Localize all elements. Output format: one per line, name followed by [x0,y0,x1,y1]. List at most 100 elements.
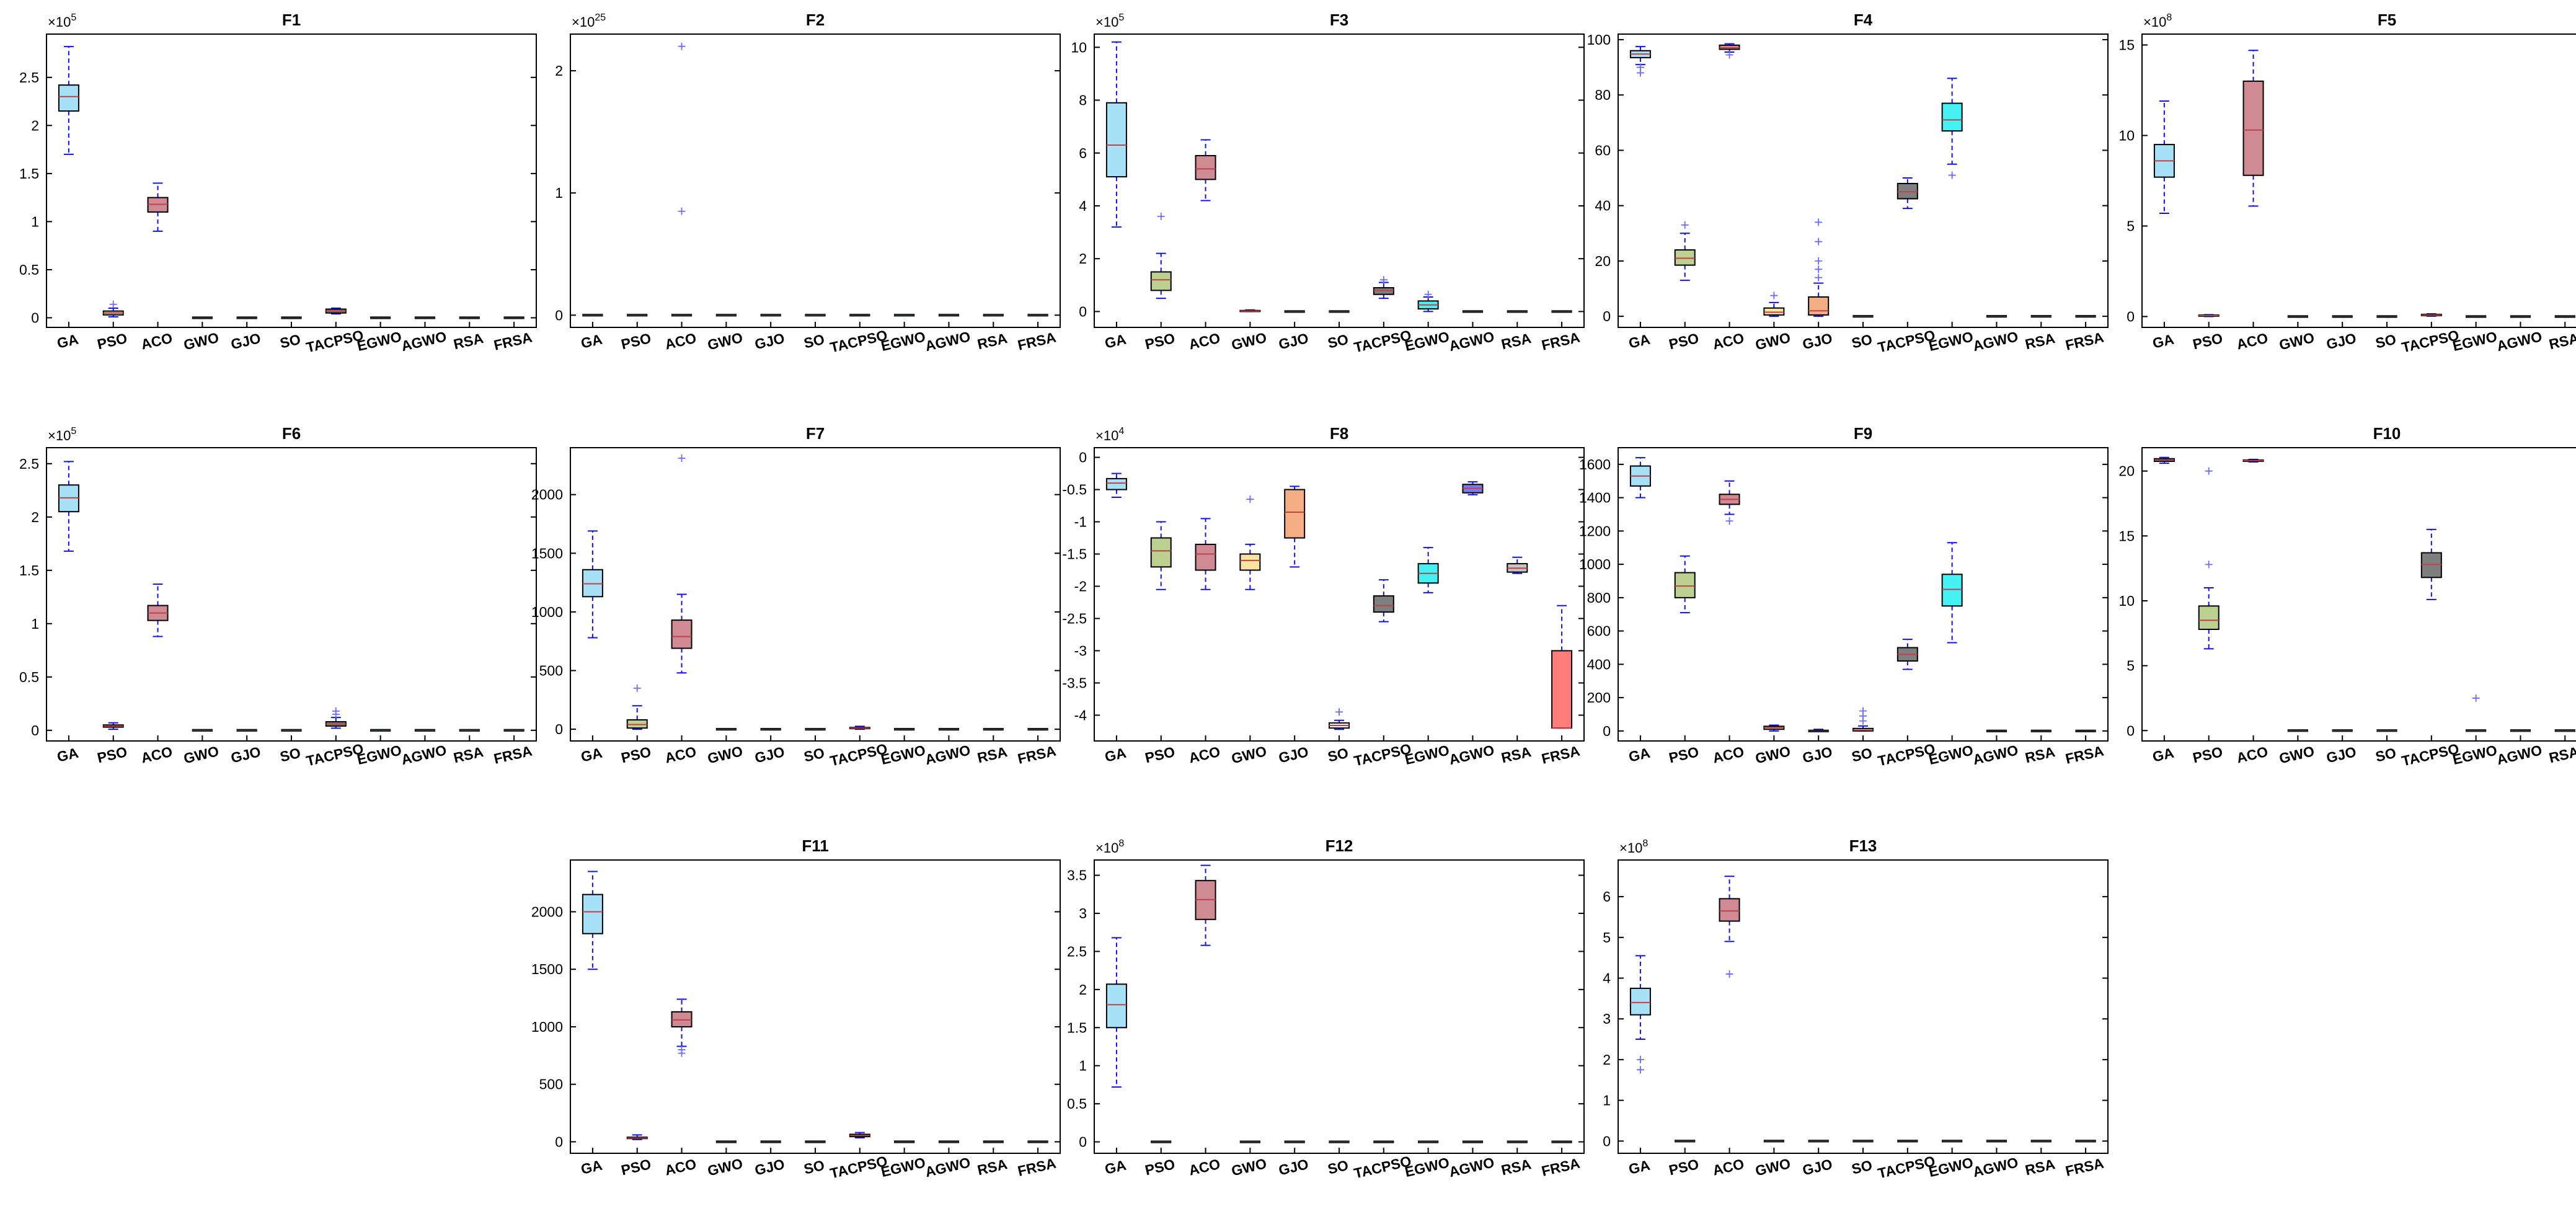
y-tick-label: 4 [1603,970,1611,987]
box-so [1329,708,1350,730]
box-egwo [1417,290,1439,313]
box-body [582,893,603,934]
x-tick-label: RSA [2024,330,2056,352]
x-tick-label: FRSA [1016,1155,1058,1179]
box-pso [626,684,648,730]
x-tick-label: AGWO [924,328,972,354]
box-gwo [192,316,213,319]
x-tick-label: RSA [1500,330,1533,352]
box-rsa [1507,556,1528,574]
box-ga [1629,457,1651,499]
x-tick-label: PSO [1667,743,1700,766]
box-gwo [1763,291,1785,317]
box-so [1852,315,1874,318]
box-ga [582,314,603,317]
y-tick-label: 15 [2118,37,2135,53]
box-rsa [983,1140,1004,1143]
outlier-marker [1948,171,1956,179]
x-tick-label: GA [1103,1157,1127,1177]
box-ga [1629,955,1651,1074]
y-tick-label: 2 [31,509,39,525]
x-tick-label: GWO [2278,329,2316,353]
panel-title: F8 [1330,424,1348,443]
box-egwo [1941,78,1963,179]
x-tick-label: AGWO [2495,328,2544,354]
box-agwo [2510,729,2531,732]
y-tick-label: 20 [2118,463,2135,479]
box-aco [147,182,169,232]
y-tick-label: 2.5 [19,456,39,472]
outlier-marker [1636,1066,1644,1074]
y-tick-label: -4 [1074,707,1087,723]
x-tick-label: RSA [2547,743,2576,766]
y-tick-label: 1.5 [19,562,39,579]
y-tick-label: -2.5 [1062,610,1087,626]
box-pso [626,1134,648,1140]
x-tick-label: GJO [2325,330,2358,352]
y-tick-label: 10 [2118,128,2135,144]
x-tick-label: PSO [1667,330,1700,352]
box-ga [1629,46,1651,77]
x-tick-label: GA [579,745,603,765]
x-tick-label: FRSA [2064,329,2105,353]
x-tick-label: RSA [1500,743,1533,766]
x-tick-label: GWO [2278,743,2316,766]
x-tick-label: GA [1627,1157,1651,1177]
box-body [1150,537,1172,568]
y-tick-label: 6 [1603,889,1611,905]
box-gjo [2332,315,2353,318]
x-tick-label: GWO [182,743,221,766]
x-tick-label: FRSA [492,742,534,766]
box-tacpso [849,1132,870,1138]
outlier-marker [1859,707,1867,715]
x-tick-label: PSO [2191,743,2224,766]
y-tick-label: 8 [1079,92,1087,109]
x-tick-label: FRSA [2064,742,2105,766]
box-pso [102,722,124,730]
box-pso [102,300,124,317]
box-tacpso [325,707,347,729]
outlier-marker [678,207,686,215]
box-egwo [2466,694,2487,732]
x-tick-label: SO [2374,745,2397,765]
outlier-marker [1815,218,1823,226]
y-tick-label: 800 [1587,590,1611,606]
box-body [1195,155,1216,180]
box-frsa [1551,1140,1572,1143]
axis-exponent: ×108 [2143,12,2172,30]
box-body [1195,543,1216,571]
box-rsa [2030,729,2052,732]
box-gjo [236,316,257,319]
box-egwo [1418,1140,1439,1143]
x-tick-label: PSO [1143,743,1176,766]
x-tick-label: ACO [1711,330,1746,353]
panel-title: F4 [1854,11,1873,29]
box-gwo [192,729,213,732]
panel-title: F9 [1854,424,1872,443]
box-agwo [938,727,960,731]
box-agwo [938,314,960,317]
box-rsa [2554,729,2575,732]
x-tick-label: PSO [619,330,652,352]
box-rsa [1507,1140,1528,1143]
box-frsa [2075,1140,2096,1143]
box-body [1284,489,1306,539]
x-tick-label: PSO [95,743,128,766]
axes-frame [2141,447,2576,742]
y-tick-label: 1.5 [19,166,39,182]
box-gwo [2287,315,2308,318]
x-tick-label: FRSA [1016,329,1058,353]
box-egwo [1942,1140,1963,1143]
y-tick-label: 2 [1603,1052,1611,1068]
outlier-marker [109,300,117,308]
y-tick-label: 2 [1079,251,1087,267]
outlier-marker [678,1046,686,1054]
y-tick-label: 0 [555,1133,563,1150]
x-tick-label: SO [802,1157,826,1177]
x-tick-label: SO [1850,745,1874,765]
box-so [805,1140,826,1143]
box-so [281,729,302,732]
outlier-marker [1424,290,1432,298]
box-tacpso [1897,1140,1918,1143]
